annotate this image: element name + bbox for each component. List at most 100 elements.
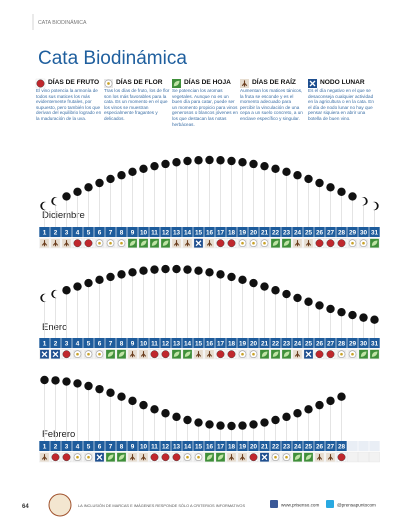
day-cell: [314, 227, 325, 237]
day-icon: [260, 238, 269, 248]
day-icon: [249, 349, 258, 359]
day-icon: [238, 452, 247, 462]
fruit: [150, 350, 159, 359]
legend-text: El vino potencia la armonía de todos sus…: [36, 88, 102, 121]
day-number: 27: [327, 340, 335, 347]
moon: [238, 421, 247, 430]
month-name: Enero: [42, 322, 67, 333]
day-number: 22: [272, 229, 280, 236]
day-number: 19: [239, 229, 247, 236]
day-cell: [336, 441, 347, 451]
flower-center: [186, 455, 189, 459]
day-number: 11: [151, 229, 158, 236]
day-cell: [160, 227, 171, 237]
day-cell: [303, 441, 314, 451]
page-title: Cata Biodinámica: [38, 48, 187, 69]
fruit: [161, 350, 170, 359]
day-number: 26: [316, 443, 324, 450]
fruit: [62, 453, 71, 462]
day-icon: [238, 349, 247, 359]
fruit: [150, 453, 159, 462]
day-cell: [237, 338, 248, 348]
day-number: 23: [283, 340, 291, 347]
day-cell: [94, 441, 105, 451]
root: [52, 240, 59, 247]
leaf: [107, 351, 114, 357]
legend-item: DÍAS DE FLOR Tras los días de fruto, los …: [104, 78, 170, 122]
day-number: 15: [195, 340, 203, 347]
flower-center: [351, 352, 354, 356]
day-icon: [172, 349, 181, 359]
moon: [183, 265, 192, 274]
day-number: 26: [316, 340, 324, 347]
day-cell: [204, 338, 215, 348]
day-number: 9: [131, 229, 135, 236]
fruit: [315, 350, 324, 359]
day-icon: [293, 452, 302, 462]
day-icon: [315, 452, 324, 462]
day-cell: [160, 441, 171, 451]
moon-shadow: [53, 290, 62, 299]
day-icon: [348, 238, 357, 248]
moon-shadow: [357, 197, 366, 206]
legend-text: Tras los días de fruto, los de flor son …: [104, 88, 170, 121]
day-number: 16: [206, 229, 214, 236]
day-number: 31: [371, 229, 379, 236]
day-cell: [127, 338, 138, 348]
day-number: 8: [120, 229, 124, 236]
flower-center: [241, 241, 244, 245]
moon: [370, 315, 379, 324]
day-icon: [139, 452, 148, 462]
moon: [216, 156, 225, 165]
day-cell: [193, 227, 204, 237]
moon: [216, 421, 225, 430]
moon: [117, 171, 126, 180]
day-cell: [215, 441, 226, 451]
leaf: [173, 80, 180, 87]
day-icon: [61, 349, 72, 359]
day-icon: [260, 349, 269, 359]
leaf: [371, 351, 378, 357]
day-cell: [182, 227, 193, 237]
moon: [348, 310, 357, 320]
moon: [326, 183, 335, 192]
day-icon: [73, 452, 82, 462]
moon: [238, 158, 247, 167]
day-number: 11: [151, 340, 158, 347]
leaf: [184, 351, 191, 357]
fruit: [315, 239, 324, 248]
day-number: 27: [327, 443, 335, 450]
month-name: Febrero: [42, 429, 75, 440]
day-cell: [72, 227, 83, 237]
legend-item: NODO LUNAR Es el día negativo en el que s…: [308, 78, 374, 122]
day-cell: [61, 441, 72, 451]
day-icon: [106, 349, 115, 359]
leaf: [283, 240, 290, 246]
moon: [326, 396, 335, 406]
fruit: [227, 350, 236, 359]
day-icon: [128, 238, 137, 248]
day-number: 16: [206, 443, 214, 450]
legend-heading: NODO LUNAR: [320, 79, 365, 86]
day-icon: [282, 349, 291, 359]
day-icon: [160, 349, 171, 359]
day-number: 8: [120, 340, 124, 347]
flower-center: [87, 455, 90, 459]
day-number: 20: [250, 340, 258, 347]
day-icon: [226, 238, 237, 248]
moon: [106, 272, 115, 282]
root: [140, 351, 147, 358]
day-cell: [281, 338, 292, 348]
day-cell: [303, 338, 314, 348]
day-number: 24: [294, 229, 302, 236]
day-cell: [171, 227, 182, 237]
day-cell: [72, 441, 83, 451]
flower-center: [197, 455, 200, 459]
moon: [293, 171, 302, 180]
day-number: 19: [239, 443, 247, 450]
day-icon: [40, 452, 49, 462]
moon: [304, 405, 313, 414]
day-number: 13: [173, 229, 181, 236]
moon: [172, 264, 181, 274]
